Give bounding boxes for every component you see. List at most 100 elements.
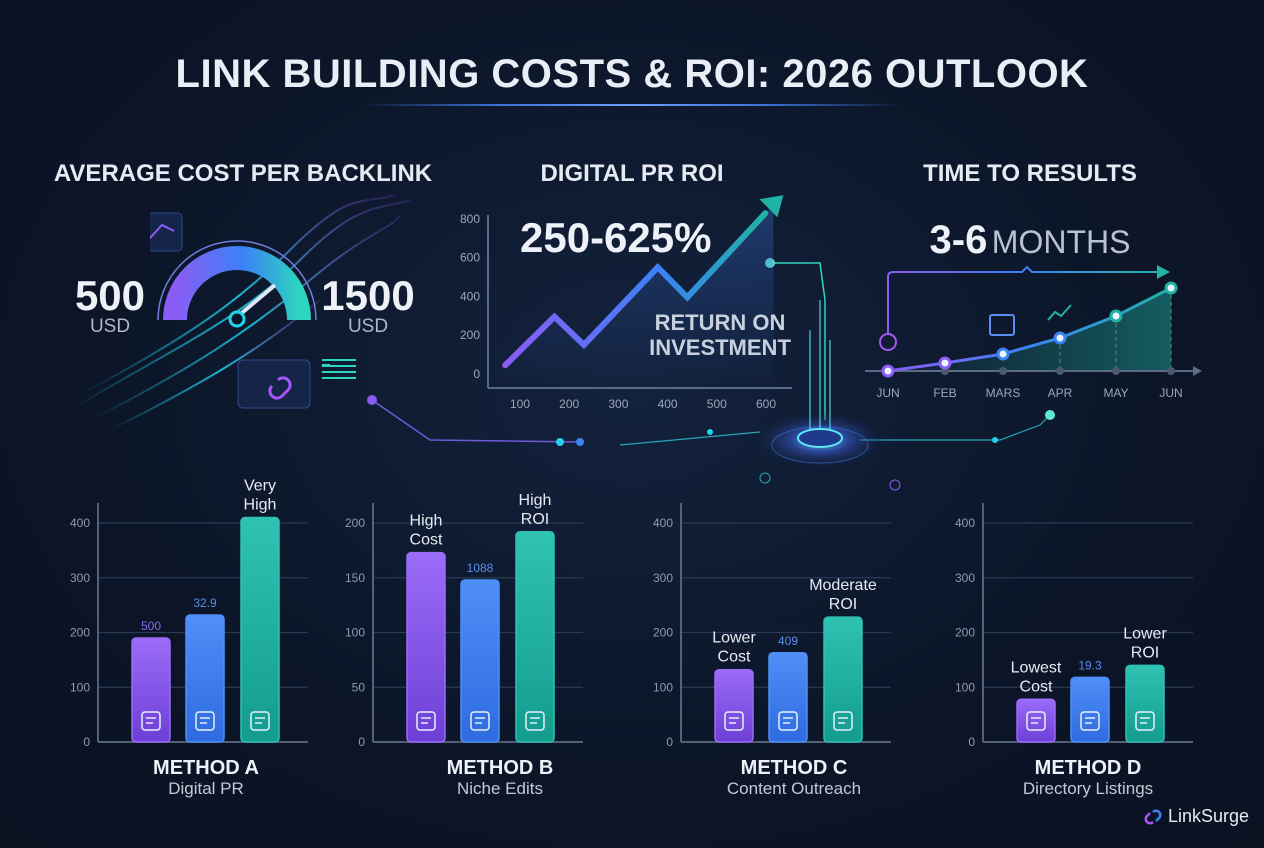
y-tick-label: 300 [955,571,975,585]
method-d-bar-chart: 0 100 200 300 400 Lowest Cost 19.3 Lower ROI [955,503,1193,749]
roi-label-line1: RETURN ON [654,310,786,335]
arrow-head-icon [759,195,784,218]
method-a-bar-chart: 0 100 200 300 400 500 32.9 Very High [70,478,308,749]
y-tick-label: 200 [460,328,480,342]
y-tick-label: 400 [70,516,90,530]
browser-search-icon [989,314,1015,336]
cost-gauge [150,212,330,409]
timeline-point [938,356,952,370]
roi-heading: DIGITAL PR ROI [540,160,724,187]
cost-min-value: 500 [74,272,146,319]
roi-range: 250-625% [520,214,712,261]
timeline-area [888,288,1171,371]
time-range-value: 3-6 [929,218,988,262]
x-tick-label: 600 [756,397,776,411]
bar-annotation: Lower Cost [712,630,756,666]
method-a-title: METHOD A [153,757,259,779]
timeline-point [1053,331,1067,345]
roi-area [505,205,774,388]
link-icon [778,711,798,731]
y-tick-label: 400 [955,516,975,530]
y-tick-label: 0 [83,735,90,749]
bar-annotation: Very High [244,478,277,514]
x-tick-label: 300 [608,397,628,411]
search-globe-icon [879,333,897,351]
bar-value-label: 500 [141,619,161,633]
cost-max-value: 1500 [321,272,415,319]
duration-bracket [887,265,1160,333]
month-label: APR [1048,386,1073,400]
roi-label-line2: INVESTMENT [649,335,791,360]
link-card-icon [237,359,311,409]
time-range-unit: MONTHS [991,224,1131,260]
bar-annotation: Moderate ROI [809,577,877,613]
bar-value-label: 409 [778,634,798,648]
megaphone-icon [724,711,744,731]
y-tick-label: 400 [653,516,673,530]
method-b-bar-chart: 0 50 100 150 200 High Cost 1088 High ROI [345,492,583,749]
y-tick-label: 0 [358,735,365,749]
x-tick-label: 400 [658,397,678,411]
timeline-point [1164,281,1178,295]
page-title: LINK BUILDING COSTS & ROI: 2026 OUTLOOK [175,52,1089,96]
bar [823,616,863,743]
bar [768,652,808,743]
cost-heading: AVERAGE COST PER BACKLINK [53,160,433,187]
growth-chart-icon [1047,304,1072,321]
y-tick-label: 200 [653,626,673,640]
layers-download-icon [1026,711,1046,731]
gauge-needle [235,283,277,319]
bar [406,551,446,743]
time-heading: TIME TO RESULTS [923,160,1137,187]
x-tick-label: 200 [559,397,579,411]
month-label: FEB [933,386,956,400]
roi-label: RETURN ON INVESTMENT [640,310,800,360]
y-tick-label: 100 [345,626,365,640]
bar [1070,676,1110,743]
method-c-bar-chart: 0 100 200 300 400 Lower Cost 409 Moderate ROI [653,503,891,749]
method-c-title: METHOD C [740,757,848,779]
roi-line-chart: 0 200 400 600 800 100 200 300 400 500 600 [460,195,792,411]
y-tick-label: 200 [345,516,365,530]
month-label: JUN [876,386,899,400]
timeline-point [1109,309,1123,323]
link-icon [525,711,545,731]
y-tick-label: 200 [955,626,975,640]
bar-annotation: High Cost [410,513,443,549]
x-tick-label: 500 [707,397,727,411]
timeline-line [887,286,1172,373]
bar-annotation: High ROI [519,492,552,528]
brand-name: LinkSurge [1168,806,1250,826]
roi-line [502,210,769,369]
bar-annotation: Lowest Cost [1011,659,1062,695]
cost-max-unit: USD [347,316,389,337]
bar [460,579,500,743]
method-c-subtitle: Content Outreach [726,779,862,798]
timeline-point [881,364,895,378]
month-label: JUN [1159,386,1182,400]
map-icon [833,711,853,731]
text-lines-icon [322,359,356,379]
y-tick-label: 100 [70,680,90,694]
method-a-subtitle: Digital PR [168,779,244,798]
bar-value-label: 1088 [467,561,494,575]
y-tick-label: 150 [345,571,365,585]
y-tick-label: 400 [460,289,480,303]
bar-annotation: Lower ROI [1123,625,1167,661]
bar [131,637,171,743]
pencil-icon [470,711,490,731]
link-icon [250,711,270,731]
y-tick-label: 300 [653,571,673,585]
month-label: MAY [1103,386,1128,400]
cost-min-unit: USD [89,316,131,337]
y-tick-label: 0 [473,367,480,381]
time-range: 3-6 MONTHS [880,218,1180,263]
x-tick-label: 100 [510,397,530,411]
bar-value-label: 19.3 [1078,658,1102,672]
bar [1016,698,1056,743]
method-d-subtitle: Directory Listings [1022,779,1154,798]
y-tick-label: 800 [460,212,480,226]
timeline-point [996,347,1010,361]
bar [240,516,280,743]
y-tick-label: 100 [955,680,975,694]
